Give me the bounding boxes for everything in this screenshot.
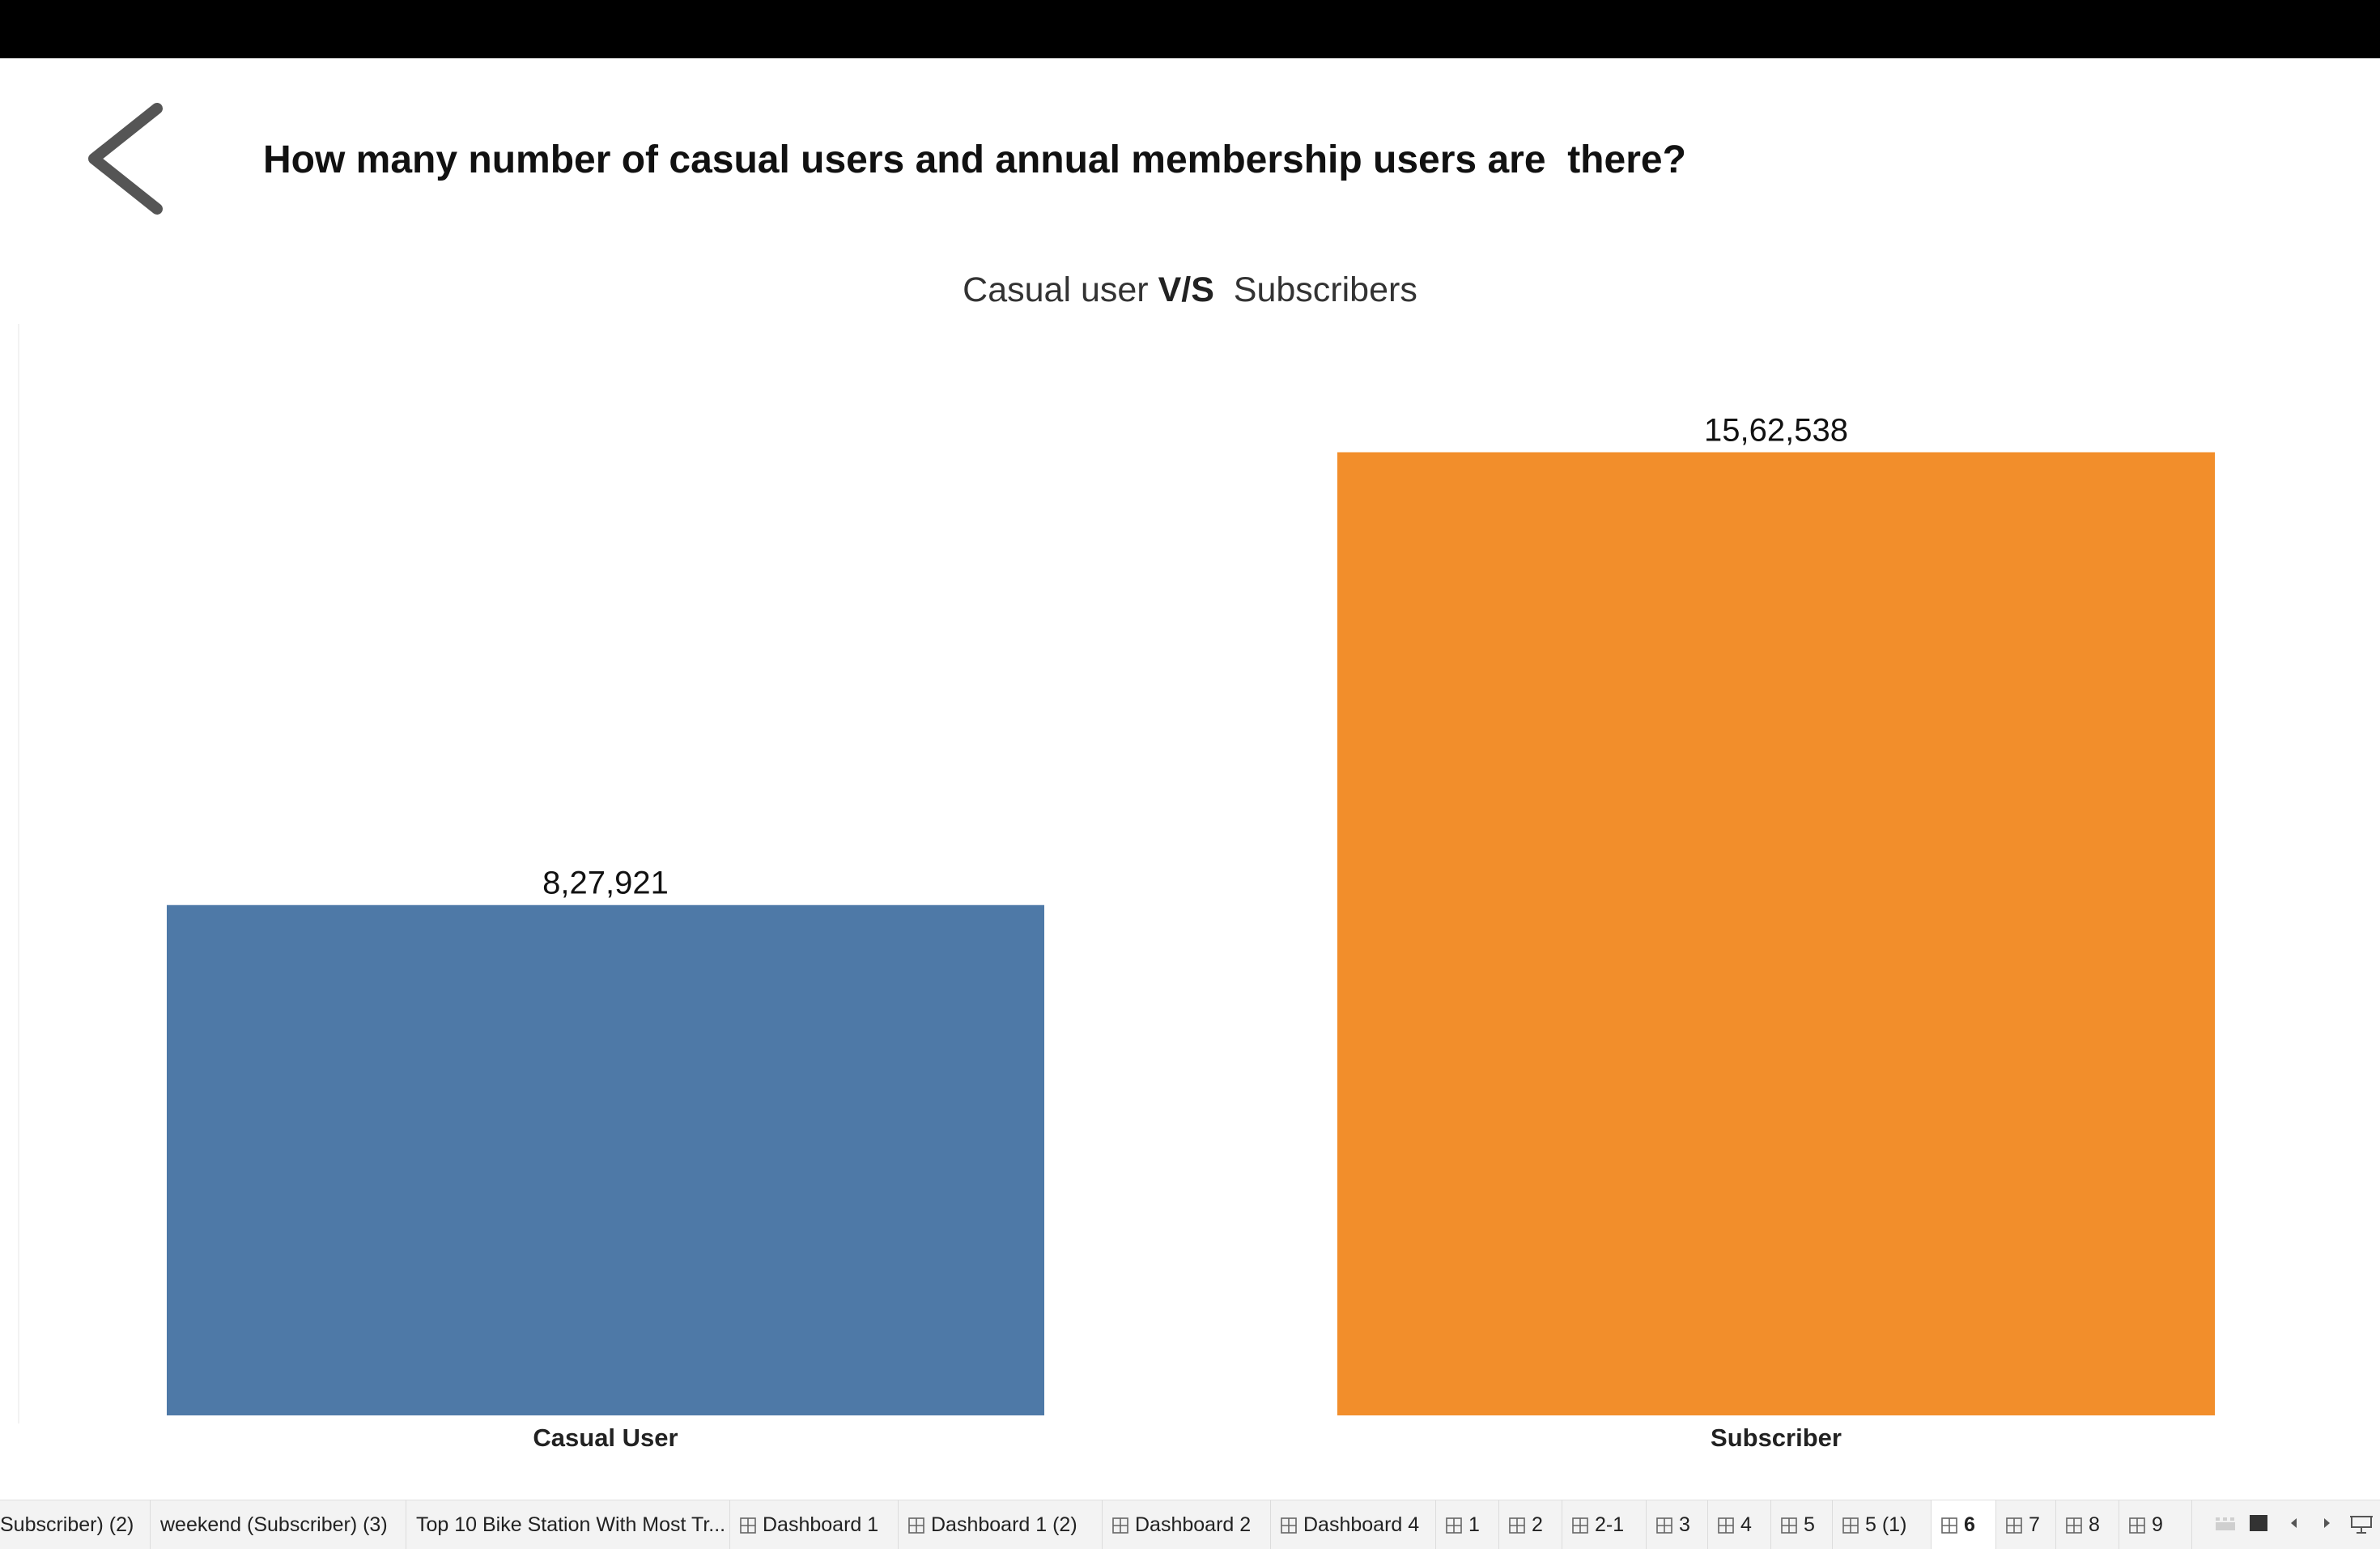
bar-casual-user[interactable]	[167, 904, 1044, 1415]
sheet-tab-label: 3	[1679, 1513, 1690, 1536]
bar-chart: 8,27,921 Casual User 15,62,538 Subscriber	[167, 413, 2215, 1452]
dashboard-grid-icon	[1112, 1517, 1128, 1534]
sheet-tab[interactable]: Dashboard 4	[1271, 1500, 1436, 1549]
sheet-tab-bar: Subscriber) (2) weekend (Subscriber) (3) T…	[0, 1500, 2380, 1549]
data-label: 8,27,921	[542, 866, 669, 901]
scroll-right-icon[interactable]	[2320, 1514, 2333, 1532]
dashboard-grid-icon	[2066, 1517, 2082, 1534]
x-tick-label: Subscriber	[1711, 1423, 1842, 1452]
dashboard-grid-icon	[908, 1517, 924, 1534]
dashboard-grid-icon	[1509, 1517, 1525, 1534]
top-bar	[0, 0, 2380, 58]
sheet-tab-label: 4	[1740, 1513, 1752, 1536]
sheet-tab[interactable]: 2	[1499, 1500, 1562, 1549]
sheet-tab[interactable]: Subscriber) (2)	[0, 1500, 151, 1549]
sheet-tab[interactable]: 5	[1771, 1500, 1833, 1549]
sheet-tab[interactable]: 9	[2119, 1500, 2192, 1549]
chevron-left-icon	[88, 103, 163, 215]
sheet-tab[interactable]: 1	[1436, 1500, 1499, 1549]
chart-title-part-1: Casual user	[963, 270, 1158, 309]
scroll-left-icon[interactable]	[2288, 1514, 2301, 1532]
dashboard-grid-icon	[1941, 1517, 1957, 1534]
sheet-tab-label: weekend (Subscriber) (3)	[160, 1513, 388, 1536]
sheet-tab[interactable]: Dashboard 2	[1103, 1500, 1271, 1549]
sheet-tab-label: 8	[2089, 1513, 2100, 1536]
sheet-tab-label: Top 10 Bike Station With Most Tr...	[416, 1513, 726, 1536]
sheet-tab[interactable]: 3	[1647, 1500, 1708, 1549]
sheet-tab[interactable]: Dashboard 1	[730, 1500, 899, 1549]
sheet-tab-label: 7	[2029, 1513, 2040, 1536]
sheet-tab[interactable]: Top 10 Bike Station With Most Tr...	[406, 1500, 730, 1549]
plot-border	[18, 324, 19, 1423]
dashboard-grid-icon	[2006, 1517, 2022, 1534]
back-button[interactable]	[78, 97, 175, 227]
bar-subscriber[interactable]	[1337, 452, 2215, 1415]
filmstrip-view-icon[interactable]	[2215, 1514, 2236, 1532]
sheet-tab-label: 2-1	[1595, 1513, 1625, 1536]
sheet-tab-label: 9	[2152, 1513, 2163, 1536]
sheet-tab[interactable]: 6	[1932, 1500, 1996, 1549]
data-label: 15,62,538	[1704, 413, 1848, 449]
sheet-tab[interactable]: 5 (1)	[1833, 1500, 1932, 1549]
sheet-tab-label: 6	[1964, 1513, 1975, 1536]
chart-title: Casual user V/S Subscribers	[0, 270, 2380, 310]
dashboard-grid-icon	[1446, 1517, 1462, 1534]
presentation-mode-icon[interactable]	[2349, 1514, 2374, 1534]
dashboard-grid-icon	[1842, 1517, 1859, 1534]
sheet-tab-label: Subscriber) (2)	[0, 1513, 134, 1536]
sheet-tab-label: Dashboard 4	[1303, 1513, 1420, 1536]
sheet-tab-label: Dashboard 1	[763, 1513, 879, 1536]
sheet-tab[interactable]: 4	[1708, 1500, 1771, 1549]
sheet-tab[interactable]: Dashboard 1 (2)	[899, 1500, 1103, 1549]
sheet-tab[interactable]: weekend (Subscriber) (3)	[151, 1500, 406, 1549]
dashboard-grid-icon	[1781, 1517, 1797, 1534]
dashboard-grid-icon	[1572, 1517, 1588, 1534]
sheet-tab[interactable]: 7	[1996, 1500, 2056, 1549]
dashboard-grid-icon	[2129, 1517, 2145, 1534]
single-sheet-icon[interactable]	[2249, 1514, 2268, 1532]
sheet-tab[interactable]: 2-1	[1562, 1500, 1647, 1549]
page-title: How many number of casual users and annu…	[263, 138, 1686, 181]
sheet-tab-label: Dashboard 2	[1135, 1513, 1252, 1536]
dashboard-grid-icon	[740, 1517, 756, 1534]
sheet-tab[interactable]: 8	[2056, 1500, 2119, 1549]
chart-title-part-3: Subscribers	[1213, 270, 1417, 309]
sheet-tab-label: 2	[1532, 1513, 1543, 1536]
sheet-tab-label: 5 (1)	[1865, 1513, 1907, 1536]
sheet-tab-label: 5	[1804, 1513, 1815, 1536]
chart-title-part-2: V/S	[1158, 270, 1214, 309]
x-tick-label: Casual User	[533, 1423, 678, 1452]
sheet-tab-label: 1	[1468, 1513, 1480, 1536]
dashboard-grid-icon	[1281, 1517, 1297, 1534]
sheet-tab-label: Dashboard 1 (2)	[931, 1513, 1077, 1536]
dashboard-grid-icon	[1656, 1517, 1672, 1534]
dashboard-grid-icon	[1718, 1517, 1734, 1534]
